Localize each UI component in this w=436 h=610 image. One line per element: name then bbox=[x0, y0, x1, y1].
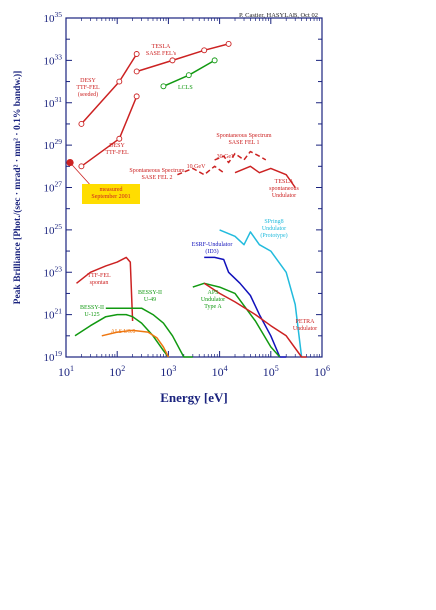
series-point-2 bbox=[201, 47, 208, 54]
annotation-spring8-line-1: Undulator bbox=[262, 226, 286, 232]
annotation-bessy-u125-line-1: U-125 bbox=[84, 312, 99, 318]
series-line-4 bbox=[214, 150, 267, 164]
annotation-ttf-spont-line-0: TTF-FEL bbox=[87, 273, 111, 279]
series-point-2 bbox=[133, 68, 140, 75]
series-line-9 bbox=[74, 313, 169, 358]
annotation-ttf-spont-line-1: spontan bbox=[90, 280, 109, 286]
y-tick-label: 1031 bbox=[44, 95, 63, 110]
series-line-11 bbox=[204, 256, 287, 358]
x-tick-label: 104 bbox=[212, 364, 228, 379]
annotation-als-line-0: ALS U5.0 bbox=[111, 329, 136, 335]
annotation-spring8-line-2: (Prototype) bbox=[260, 232, 287, 239]
series-point-0 bbox=[78, 120, 85, 127]
annotation-bessy-u125-line-0: BESSY-II bbox=[80, 305, 104, 311]
y-tick-label: 1027 bbox=[44, 180, 63, 195]
series-point-2 bbox=[225, 40, 232, 47]
series-point-1 bbox=[78, 163, 85, 170]
y-tick-label: 1021 bbox=[44, 307, 63, 322]
annotation-measured-line-0: measured bbox=[100, 187, 123, 193]
x-tick-label: 101 bbox=[58, 364, 74, 379]
series-point-3 bbox=[185, 72, 192, 79]
annotation-highlight-measured bbox=[82, 184, 140, 204]
annotation-desy-ttf-line-0: DESY bbox=[109, 143, 125, 149]
series-line-2 bbox=[136, 43, 229, 73]
series-point-2 bbox=[169, 57, 176, 64]
series-point-1 bbox=[133, 93, 140, 100]
annotation-gev-10-line-0: 10 GeV bbox=[187, 164, 206, 170]
x-axis-label: Energy [eV] bbox=[160, 390, 228, 405]
series-line-7 bbox=[76, 256, 134, 322]
annotation-petra-line-0: PETRA bbox=[295, 319, 315, 325]
annotation-tesla-spont-line-0: TESLA bbox=[275, 179, 294, 185]
x-tick-label: 105 bbox=[263, 364, 279, 379]
y-tick-label: 1033 bbox=[44, 52, 63, 67]
annotation-measured-line-1: September 2001 bbox=[91, 194, 130, 200]
y-tick-label: 1035 bbox=[44, 10, 63, 25]
y-axis-label: Peak Brilliance [Phot./(sec · mrad² · mm… bbox=[12, 71, 23, 305]
annotation-lcls-line-0: LCLS bbox=[178, 85, 193, 91]
series-line-13 bbox=[192, 282, 281, 358]
measured-leader-line bbox=[69, 162, 94, 189]
annotation-desy-ttf-line-1: TTF-FEL bbox=[105, 150, 129, 156]
annotation-spont-1-line-1: SASE FEL 1 bbox=[228, 140, 259, 146]
x-tick-label: 103 bbox=[160, 364, 176, 379]
annotation-tesla-sase-line-0: TESLA bbox=[152, 44, 171, 50]
x-tick-label: 102 bbox=[109, 364, 125, 379]
annotation-spont-1-line-0: Spontaneous Spectrum bbox=[216, 133, 271, 139]
y-tick-label: 1025 bbox=[44, 222, 63, 237]
annotation-tesla-spont-line-1: spontaneous bbox=[269, 186, 299, 192]
annotation-aps-line-2: Type A bbox=[204, 304, 222, 310]
annotation-esrf-line-0: ESRF-Undulator bbox=[192, 242, 233, 248]
x-tick-label: 106 bbox=[314, 364, 330, 379]
series-line-12 bbox=[219, 229, 303, 358]
y-tick-label: 1019 bbox=[44, 349, 63, 364]
series-line-8 bbox=[105, 307, 193, 358]
series-point-3 bbox=[211, 57, 218, 64]
annotation-desy-seeded-line-0: DESY bbox=[80, 78, 96, 84]
y-tick-label: 1023 bbox=[44, 264, 63, 279]
annotation-tesla-sase-line-1: SASE FEL's bbox=[146, 51, 177, 57]
annotation-bessy-u49-line-1: U-49 bbox=[144, 297, 156, 303]
y-tick-label: 1029 bbox=[44, 137, 63, 152]
series-line-14 bbox=[203, 282, 307, 358]
annotation-bessy-u49-line-0: BESSY-II bbox=[138, 290, 162, 296]
annotation-aps-line-0: APS bbox=[207, 290, 218, 296]
annotation-aps-line-1: Undulator bbox=[201, 297, 225, 303]
annotation-spont-2-line-1: SASE FEL 2 bbox=[141, 175, 172, 181]
annotation-spont-2-line-0: Spontaneous Spectrum bbox=[129, 168, 184, 174]
series-point-1 bbox=[116, 135, 123, 142]
series-line-5 bbox=[177, 165, 225, 176]
series-point-0 bbox=[116, 78, 123, 85]
annotation-esrf-line-1: (ID3) bbox=[205, 248, 218, 255]
annotation-gev-30-line-0: 30 GeV bbox=[217, 154, 236, 160]
annotation-petra-line-1: Undulator bbox=[293, 326, 317, 332]
credit-line: P. Castier, HASYLAB, Oct 02 bbox=[238, 12, 318, 19]
series-line-6 bbox=[234, 165, 296, 188]
annotation-desy-seeded-line-2: (seeded) bbox=[78, 91, 98, 98]
annotation-spring8-line-0: SPring8 bbox=[264, 219, 283, 225]
series-point-3 bbox=[160, 83, 167, 90]
annotation-tesla-spont-line-2: Undulator bbox=[272, 193, 296, 199]
annotation-desy-seeded-line-1: TTF-FEL bbox=[76, 85, 100, 91]
series-point-0 bbox=[133, 51, 140, 57]
series-line-10 bbox=[101, 329, 170, 358]
